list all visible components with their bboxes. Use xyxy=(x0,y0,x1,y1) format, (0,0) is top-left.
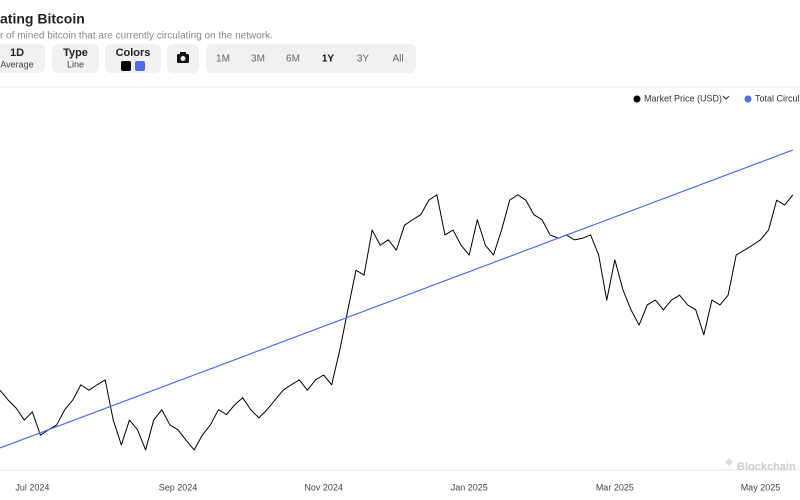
plot: Jul 2024 Sep 2024 Nov 2024 Jan 2025 Mar 2025… xyxy=(0,93,800,492)
x-tick-label: Sep 2024 xyxy=(159,482,198,492)
color-swatch xyxy=(121,61,131,71)
range-button[interactable]: 6M xyxy=(286,54,300,65)
range-button[interactable]: All xyxy=(392,54,403,65)
button-value: Average xyxy=(0,59,33,69)
snapshot-button[interactable] xyxy=(167,44,199,73)
button-label: 1D xyxy=(10,47,24,59)
period-button[interactable]: 1D Average xyxy=(0,44,45,73)
legend-chevron xyxy=(722,95,730,100)
button-label: Type xyxy=(63,47,88,59)
button-bg xyxy=(52,44,99,73)
color-swatch xyxy=(135,61,145,71)
subtitle: r of mined bitcoin that are currently ci… xyxy=(0,31,273,42)
series-line xyxy=(0,194,794,451)
watermark: Blockchain xyxy=(737,461,796,473)
camera-icon xyxy=(180,56,186,61)
range-button[interactable]: 3M xyxy=(251,54,265,65)
type-button[interactable]: Type Line xyxy=(52,44,99,73)
series-line xyxy=(0,149,794,449)
range-button[interactable]: 1M xyxy=(216,54,230,65)
legend-marker xyxy=(744,95,752,103)
x-tick-label: May 2025 xyxy=(741,482,781,492)
colors-button[interactable]: Colors xyxy=(105,44,161,73)
legend-label[interactable]: Total Circula xyxy=(755,93,800,103)
x-tick-label: Nov 2024 xyxy=(304,482,343,492)
button-value: Line xyxy=(67,59,84,69)
range-buttons: 1M 3M 6M 1Y 3Y All xyxy=(216,54,404,65)
button-bg xyxy=(0,44,45,73)
range-button[interactable]: 3Y xyxy=(357,54,370,65)
watermark-icon xyxy=(725,458,733,466)
legend-label[interactable]: Market Price (USD) xyxy=(644,93,722,103)
legend-marker xyxy=(633,95,641,103)
range-group xyxy=(206,44,416,73)
x-tick-label: Jul 2024 xyxy=(15,482,49,492)
x-tick-label: Jan 2025 xyxy=(451,482,488,492)
camera-icon xyxy=(180,52,186,55)
range-button[interactable]: 1Y xyxy=(322,54,335,65)
button-label: Colors xyxy=(116,47,151,59)
x-tick-label: Mar 2025 xyxy=(596,482,634,492)
button-bg xyxy=(105,44,161,73)
title: ating Bitcoin xyxy=(0,11,85,27)
